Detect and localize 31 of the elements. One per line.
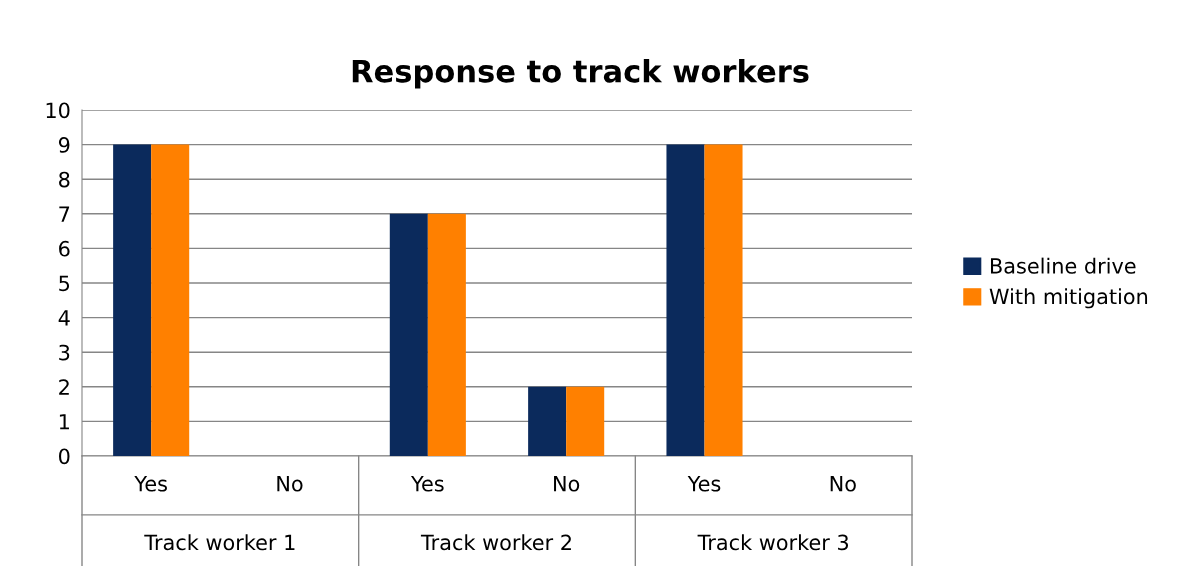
y-tick-label: 6 [59,240,70,257]
x-tick-label: Yes [410,476,444,492]
bar [566,386,605,456]
text: Track worker 2 [420,534,571,551]
y-tick-label: 5 [59,275,70,292]
y-tick-label: 7 [59,206,70,222]
chart-title: Response to track workers [352,59,809,89]
y-tick-label: 10 [46,102,70,119]
x-tick-label: Yes [687,476,721,492]
text: Track worker 1 [144,534,295,551]
x-tick-label: Yes [134,476,167,492]
bar [704,144,743,456]
x-tick-label: No [277,476,303,492]
bar [389,213,428,456]
y-tick-label: 8 [59,171,70,188]
bar [427,213,466,456]
legend-label: With mitigation [989,288,1148,309]
bar [151,144,190,456]
y-tick-label: 0 [59,448,70,465]
x-tick-label: No [830,476,856,492]
y-tick-label: 4 [58,310,70,326]
y-tick-label: 9 [58,137,70,153]
y-tick-label: 2 [59,379,69,395]
x-tick-label: No [554,476,580,492]
bar [528,386,567,456]
y-tick-label: 1 [59,414,69,430]
bar [113,144,152,456]
text: Track worker 3 [697,534,849,551]
legend-label: Baseline drive [990,257,1136,274]
y-tick-label: 3 [59,344,70,361]
bar [666,144,705,456]
